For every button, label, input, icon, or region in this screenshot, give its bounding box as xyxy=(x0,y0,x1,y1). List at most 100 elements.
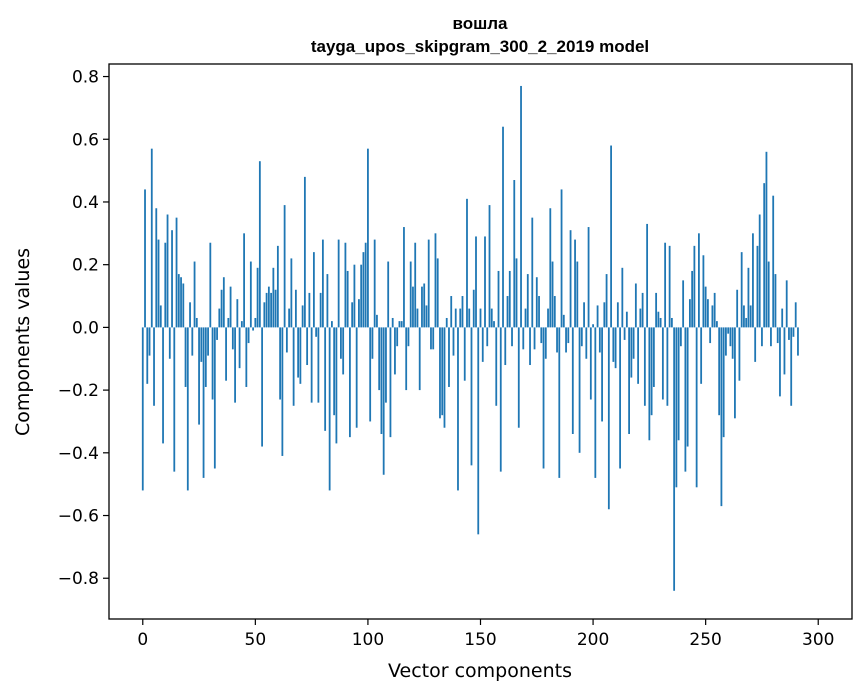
bar-component-193 xyxy=(576,261,579,328)
bar-component-260 xyxy=(727,327,730,334)
bar-component-148 xyxy=(475,236,477,328)
bar-component-167 xyxy=(517,327,520,428)
bar-component-282 xyxy=(776,327,779,344)
bar-component-35 xyxy=(220,289,223,328)
bar-component-99 xyxy=(364,242,367,328)
bar-component-161 xyxy=(504,327,507,366)
bar-component-183 xyxy=(553,296,556,328)
bar-component-5 xyxy=(153,327,155,406)
bar-component-18 xyxy=(182,283,185,328)
bar-component-118 xyxy=(407,327,410,347)
bar-component-283 xyxy=(779,327,781,397)
bar-component-216 xyxy=(628,327,630,434)
y-tick-label: 0.8 xyxy=(72,68,99,88)
bar-component-236 xyxy=(673,327,676,591)
bar-component-253 xyxy=(711,305,714,328)
bar-component-144 xyxy=(466,198,468,328)
bar-component-233 xyxy=(666,327,669,406)
bar-component-87 xyxy=(337,239,340,328)
bar-component-219 xyxy=(634,283,637,328)
bar-component-269 xyxy=(747,267,750,328)
bar-component-272 xyxy=(754,327,757,362)
bar-component-259 xyxy=(725,327,727,356)
bar-component-243 xyxy=(688,299,691,328)
bar-component-155 xyxy=(490,308,493,328)
y-tick-label: −0.4 xyxy=(58,444,99,464)
bar-component-279 xyxy=(770,327,772,347)
bar-component-6 xyxy=(155,208,158,328)
bar-component-213 xyxy=(621,267,624,328)
bar-component-32 xyxy=(213,327,216,469)
plot-frame xyxy=(108,63,853,620)
bar-component-114 xyxy=(398,321,401,328)
bar-component-156 xyxy=(493,321,495,328)
bar-component-199 xyxy=(589,327,592,400)
bar-component-214 xyxy=(623,327,626,340)
y-tick-label: 0.0 xyxy=(72,318,99,338)
bar-component-126 xyxy=(425,305,428,328)
bar-component-31 xyxy=(211,327,214,400)
bar-component-119 xyxy=(409,261,412,328)
bar-component-64 xyxy=(285,327,288,353)
bar-component-20 xyxy=(186,327,189,491)
bar-component-104 xyxy=(376,314,378,328)
bar-component-255 xyxy=(716,321,718,328)
y-axis-label: Components values xyxy=(12,248,34,436)
bar-component-273 xyxy=(756,245,759,328)
bar-component-215 xyxy=(625,311,628,328)
bar-component-169 xyxy=(522,327,525,350)
bar-component-72 xyxy=(303,176,306,328)
bar-component-160 xyxy=(502,126,504,328)
bar-component-154 xyxy=(488,205,491,328)
bar-component-70 xyxy=(299,327,302,384)
bar-component-176 xyxy=(538,296,540,328)
bar-component-129 xyxy=(432,327,435,350)
bar-component-184 xyxy=(556,327,558,353)
bar-component-131 xyxy=(436,258,439,328)
bar-component-92 xyxy=(349,327,351,438)
bar-component-288 xyxy=(790,327,793,406)
bar-component-252 xyxy=(709,327,712,344)
x-axis-label: Vector components xyxy=(388,660,572,682)
bar-component-275 xyxy=(761,327,763,347)
bar-component-78 xyxy=(317,327,320,403)
bar-component-223 xyxy=(643,327,646,406)
bar-component-277 xyxy=(765,151,768,328)
bar-component-128 xyxy=(430,327,432,350)
bar-component-110 xyxy=(389,327,392,438)
bar-component-174 xyxy=(533,327,536,350)
bar-component-232 xyxy=(664,242,667,328)
bar-component-195 xyxy=(580,327,583,347)
bar-component-103 xyxy=(373,239,376,328)
bar-component-172 xyxy=(529,327,531,366)
bar-component-173 xyxy=(531,217,534,328)
bar-component-106 xyxy=(380,327,383,434)
bar-component-47 xyxy=(247,327,250,344)
bar-component-111 xyxy=(391,317,394,328)
bar-component-138 xyxy=(452,327,455,356)
bar-component-23 xyxy=(193,261,196,328)
bar-component-267 xyxy=(743,305,745,328)
bar-component-197 xyxy=(585,327,588,359)
y-axis-ticks: 0.8 0.6 0.4 0.2 0.0 −0.2 −0.4 −0.6 −0.8 xyxy=(58,68,109,589)
x-tick-label: 100 xyxy=(352,630,384,650)
bar-component-57 xyxy=(270,292,273,328)
bar-component-83 xyxy=(328,327,331,491)
bar-component-117 xyxy=(405,327,408,391)
bar-component-12 xyxy=(168,327,171,359)
bar-component-90 xyxy=(344,242,347,328)
bar-component-262 xyxy=(731,327,734,359)
bar-component-188 xyxy=(565,327,567,353)
bar-component-257 xyxy=(720,327,723,507)
bar-component-242 xyxy=(686,327,689,447)
bar-component-88 xyxy=(340,327,342,359)
bar-component-16 xyxy=(177,274,180,328)
bar-component-84 xyxy=(331,321,333,328)
bar-component-30 xyxy=(209,242,212,328)
bar-component-202 xyxy=(596,305,599,328)
bar-component-145 xyxy=(468,308,471,328)
bar-component-222 xyxy=(641,292,644,328)
bar-component-73 xyxy=(306,327,309,366)
bar-component-290 xyxy=(794,302,797,328)
bar-component-42 xyxy=(236,299,239,328)
